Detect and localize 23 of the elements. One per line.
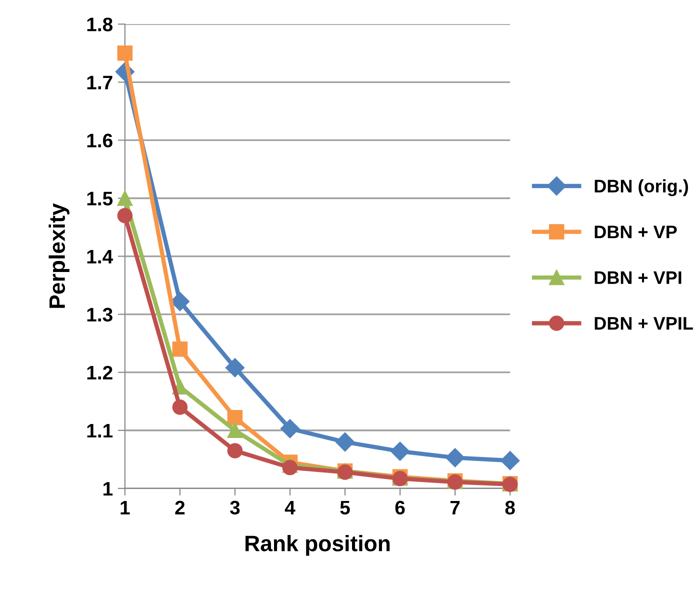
x-tick-label: 7 (450, 500, 460, 514)
y-axis-title: Perplexity (48, 203, 70, 308)
legend-label: DBN + VPIL (594, 317, 693, 330)
legend-label: DBN + VP (594, 226, 677, 238)
y-tick-label: 1 (104, 482, 113, 496)
y-tick-label: 1.4 (87, 250, 114, 264)
x-tick-label: 3 (230, 500, 240, 515)
x-tick-label: 6 (395, 500, 405, 515)
y-tick-label: 1.6 (87, 134, 112, 148)
x-tick-label: 1 (120, 500, 130, 514)
y-tick-label: 1.7 (87, 76, 112, 90)
y-tick-label: 1.8 (87, 18, 113, 32)
y-tick-label: 1.3 (87, 308, 112, 322)
legend-label: DBN + VPI (594, 271, 682, 284)
x-axis-title: Rank position (246, 535, 390, 556)
y-tick-label: 1.1 (87, 424, 113, 438)
y-tick-label: 1.5 (87, 192, 113, 206)
x-tick-label: 2 (175, 500, 185, 514)
legend-label: DBN (orig.) (594, 179, 688, 196)
x-tick-label: 8 (505, 500, 515, 515)
x-tick-label: 5 (340, 500, 350, 515)
y-tick-label: 1.2 (87, 366, 112, 380)
x-tick-label: 4 (284, 500, 296, 514)
